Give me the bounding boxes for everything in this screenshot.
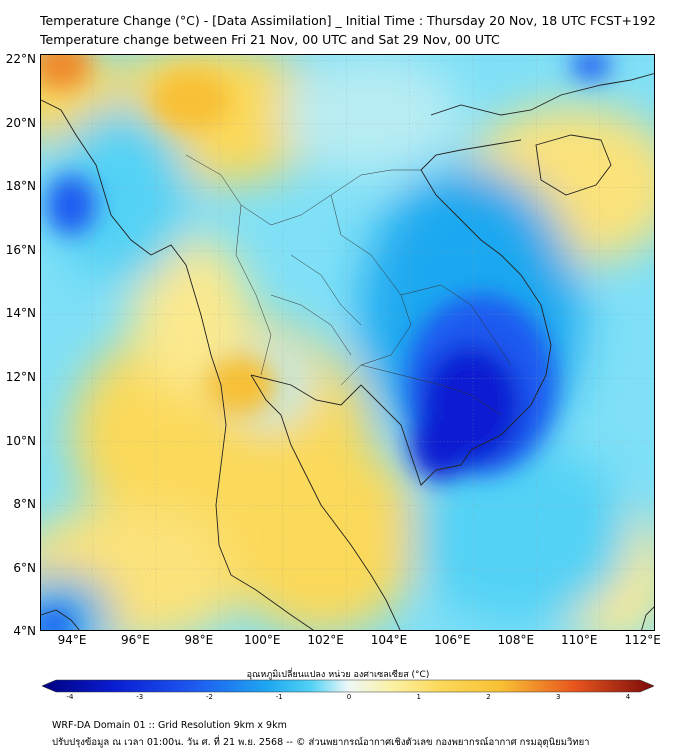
colorbar-tick-label: 2: [486, 693, 491, 701]
colorbar-tick-label: 0: [346, 693, 352, 701]
lon-tick-label: 112°E: [624, 633, 661, 647]
lat-tick-label: 22°N: [5, 52, 36, 66]
colorbar: [42, 679, 654, 693]
lon-tick-label: 102°E: [307, 633, 344, 647]
footer-line2: ปรับปรุงข้อมูล ณ เวลา 01:00น. วัน ศ. ที่…: [52, 737, 590, 748]
colorbar-tick-label: -1: [275, 693, 283, 701]
colorbar-label: อุณหภูมิเปลี่ยนแปลง หน่วย องศาเซลเซียส (…: [246, 670, 430, 680]
lat-tick-label: 18°N: [5, 179, 36, 194]
coastlines: [41, 73, 654, 630]
lon-tick-label: 108°E: [497, 633, 535, 647]
lon-tick-label: 104°E: [370, 633, 408, 647]
lon-tick-label: 98°E: [184, 633, 214, 647]
lon-tick-label: 94°E: [57, 633, 87, 647]
map-title: Temperature Change (°C) - [Data Assimila…: [40, 13, 656, 28]
lon-tick-label: 110°E: [560, 633, 598, 647]
colorbar-tick-label: -4: [66, 693, 74, 701]
temperature-change-map: [40, 54, 655, 631]
lon-tick-label: 96°E: [120, 633, 150, 647]
lat-tick-label: 6°N: [13, 560, 36, 575]
colorbar-tick-label: 4: [625, 693, 631, 701]
lat-tick-label: 14°N: [5, 306, 36, 321]
country-borders: [185, 154, 512, 416]
lat-tick-label: 12°N: [5, 370, 36, 384]
colorbar-tick-label: 1: [416, 693, 421, 701]
footer-line1: WRF-DA Domain 01 :: Grid Resolution 9km …: [52, 720, 287, 731]
lon-tick-label: 100°E: [243, 633, 281, 647]
lat-tick-label: 20°N: [5, 115, 36, 130]
lat-tick-label: 4°N: [13, 624, 36, 639]
colorbar-tick-label: -2: [206, 693, 213, 701]
lat-tick-label: 8°N: [13, 497, 36, 512]
lat-tick-label: 10°N: [5, 433, 36, 448]
colorbar-tick-label: -3: [136, 693, 144, 701]
colorbar-tick-label: 3: [556, 693, 561, 701]
lat-tick-label: 16°N: [5, 242, 36, 257]
map-subtitle: Temperature change between Fri 21 Nov, 0…: [40, 32, 500, 47]
lon-tick-label: 106°E: [434, 633, 471, 647]
